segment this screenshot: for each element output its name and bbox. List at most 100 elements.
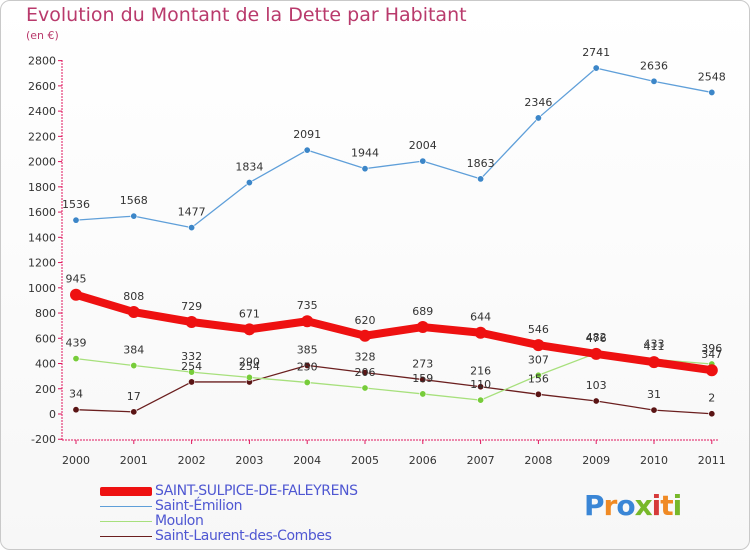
data-label: 1944 — [351, 147, 379, 160]
data-label: 1536 — [62, 198, 90, 211]
logo-letter: x — [634, 489, 653, 522]
series-line — [75, 364, 713, 415]
x-tick-label: 2006 — [409, 454, 437, 467]
data-point — [70, 288, 82, 301]
data-label: 2741 — [582, 46, 610, 59]
legend-swatch — [100, 506, 152, 507]
data-point — [590, 347, 603, 360]
data-label: 206 — [355, 366, 376, 379]
data-label: 156 — [528, 372, 549, 385]
data-point — [127, 306, 140, 319]
data-point — [130, 212, 138, 220]
data-point — [419, 157, 427, 165]
data-point — [303, 378, 311, 386]
y-tick-label: 1000 — [28, 282, 56, 295]
data-label: 2004 — [409, 139, 437, 152]
data-point — [648, 356, 660, 369]
data-label: 347 — [701, 348, 722, 361]
data-label: 439 — [66, 337, 87, 350]
x-tick-label: 2009 — [582, 454, 610, 467]
legend-label: Saint-Émilion — [155, 498, 243, 514]
data-point — [477, 175, 485, 183]
data-point — [185, 316, 198, 329]
series-lines — [70, 64, 718, 418]
proxiti-logo: Proxiti — [584, 489, 683, 522]
x-tick-label: 2010 — [640, 454, 668, 467]
data-point — [416, 321, 429, 334]
data-label: 2636 — [640, 59, 668, 72]
line-chart: -200 0 200 400 600 800 1000 1200 1400 1600 1800 200… — [28, 46, 726, 467]
y-tick-label: 400 — [35, 358, 56, 371]
y-tick-label: 2800 — [28, 55, 56, 68]
y-tick-label: 200 — [35, 383, 56, 396]
data-label: 385 — [297, 343, 318, 356]
data-point — [708, 88, 716, 96]
data-point — [534, 371, 542, 379]
data-labels: 1536 1568 1477 1834 2091 1944 2004 1863 2346 2741… — [62, 46, 726, 405]
y-tick-label: 1800 — [28, 181, 56, 194]
data-label: 273 — [412, 358, 433, 371]
data-label: 729 — [181, 300, 202, 313]
data-label: 735 — [297, 299, 318, 312]
legend-item-moulon: Moulon — [100, 513, 400, 529]
legend-label: Moulon — [155, 513, 204, 529]
data-point — [534, 114, 542, 122]
data-label: 290 — [239, 355, 260, 368]
logo-letter: P — [584, 489, 605, 522]
data-point — [245, 179, 253, 187]
data-label: 411 — [644, 340, 665, 353]
legend-item-saint-sulpice: SAINT-SULPICE-DE-FALEYRENS — [100, 483, 400, 499]
legend-swatch — [100, 536, 152, 537]
y-tick-label: 2400 — [28, 105, 56, 118]
data-label: 808 — [123, 290, 144, 303]
x-tick-label: 2005 — [351, 454, 379, 467]
data-point — [188, 378, 196, 386]
legend-swatch — [100, 521, 152, 522]
logo-letter: o — [616, 489, 635, 522]
data-label: 307 — [528, 353, 549, 366]
y-tick-label: 2600 — [28, 80, 56, 93]
data-point — [361, 165, 369, 173]
y-tick-label: 0 — [49, 408, 56, 421]
data-point — [534, 390, 542, 398]
data-label: 482 — [586, 331, 607, 344]
x-tick-label: 2000 — [62, 454, 90, 467]
y-tick-label: 2000 — [28, 156, 56, 169]
data-point — [72, 216, 80, 224]
x-tick-label: 2001 — [120, 454, 148, 467]
legend-item-saint-emilion: Saint-Émilion — [100, 498, 400, 514]
data-label: 2548 — [698, 70, 726, 83]
data-point — [708, 410, 716, 418]
logo-letter: i — [672, 489, 683, 522]
data-label: 31 — [647, 388, 661, 401]
data-point — [592, 397, 600, 405]
data-point — [361, 369, 369, 377]
data-point — [361, 384, 369, 392]
data-point — [650, 77, 658, 85]
legend-swatch — [100, 487, 152, 496]
legend-label: SAINT-SULPICE-DE-FALEYRENS — [155, 483, 358, 499]
data-label: 254 — [239, 360, 260, 373]
data-point — [188, 368, 196, 376]
data-label: 216 — [470, 365, 491, 378]
data-label: 396 — [701, 342, 722, 355]
data-label: 433 — [644, 337, 665, 350]
data-label: 254 — [181, 360, 202, 373]
data-point — [477, 383, 485, 391]
data-label: 2 — [708, 392, 715, 405]
data-point — [592, 64, 600, 72]
data-point — [72, 355, 80, 363]
data-label: 644 — [470, 311, 491, 324]
data-label: 103 — [586, 379, 607, 392]
y-tick-label: 800 — [35, 307, 56, 320]
series-line — [75, 67, 713, 229]
chart-axes — [61, 60, 718, 441]
data-point — [705, 364, 718, 377]
data-label: 332 — [181, 350, 202, 363]
logo-letter: i — [651, 489, 662, 522]
data-point — [301, 315, 314, 328]
data-label: 2091 — [293, 128, 321, 141]
data-point — [188, 224, 196, 232]
data-label: 34 — [69, 388, 83, 401]
